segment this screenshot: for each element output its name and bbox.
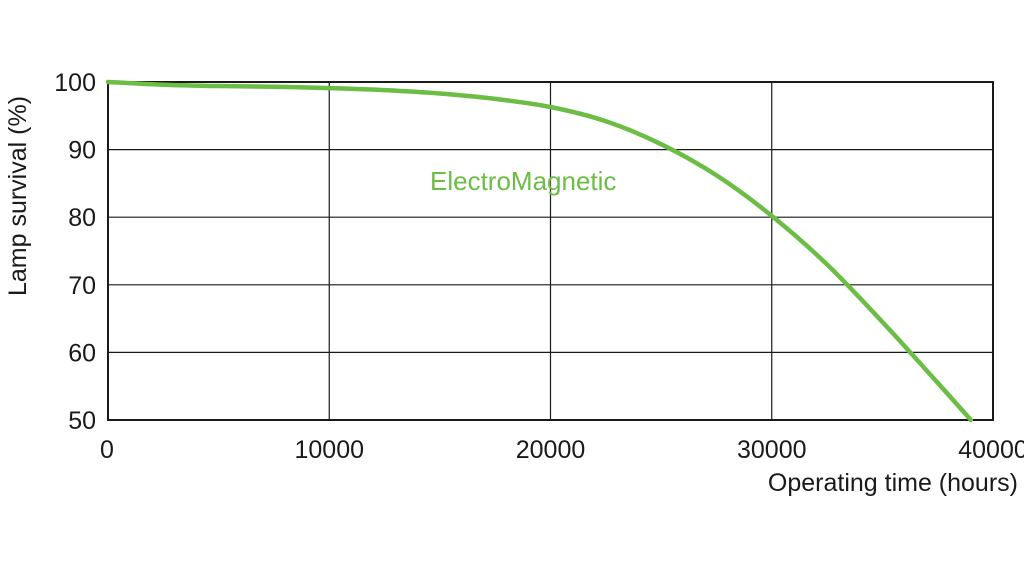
- x-tick-label: 20000: [516, 436, 586, 464]
- series-point: [659, 142, 664, 147]
- y-tick-label: 90: [68, 137, 96, 165]
- x-tick-label: 0: [100, 436, 114, 464]
- series-point: [714, 173, 719, 178]
- series-point: [271, 84, 276, 89]
- x-tick-label: 10000: [294, 436, 364, 464]
- y-tick-label: 60: [68, 339, 96, 367]
- series-point: [548, 105, 553, 110]
- y-tick-label: 50: [68, 407, 96, 435]
- series-point: [880, 319, 885, 324]
- series-point: [968, 418, 973, 422]
- x-tick-labels: 0 10000 20000 30000 40000: [100, 436, 1024, 464]
- grid: [107, 81, 994, 421]
- series-point: [216, 84, 221, 89]
- series-layer: [105, 79, 974, 423]
- series-point: [825, 262, 830, 267]
- y-tick-label: 100: [54, 69, 96, 97]
- y-tick-label: 80: [68, 204, 96, 232]
- y-tick-label: 70: [68, 272, 96, 300]
- series-point: [493, 96, 498, 101]
- series-annotation-label: ElectroMagnetic: [430, 166, 616, 196]
- series-point: [603, 119, 608, 124]
- series-point: [769, 213, 774, 218]
- series-line: [105, 79, 974, 423]
- series-point: [327, 86, 332, 91]
- y-tick-labels: 50 60 70 80 90 100: [54, 69, 96, 435]
- series-point: [106, 80, 110, 84]
- series-point: [382, 88, 387, 93]
- plot-frame: [107, 81, 994, 421]
- x-tick-label: 30000: [737, 436, 807, 464]
- x-tick-label: 40000: [958, 436, 1024, 464]
- series-point: [935, 380, 940, 385]
- series-point: [437, 91, 442, 96]
- x-axis-label: Operating time (hours): [768, 469, 1018, 497]
- y-axis-label: Lamp survival (%): [4, 96, 32, 296]
- series-point: [161, 82, 166, 87]
